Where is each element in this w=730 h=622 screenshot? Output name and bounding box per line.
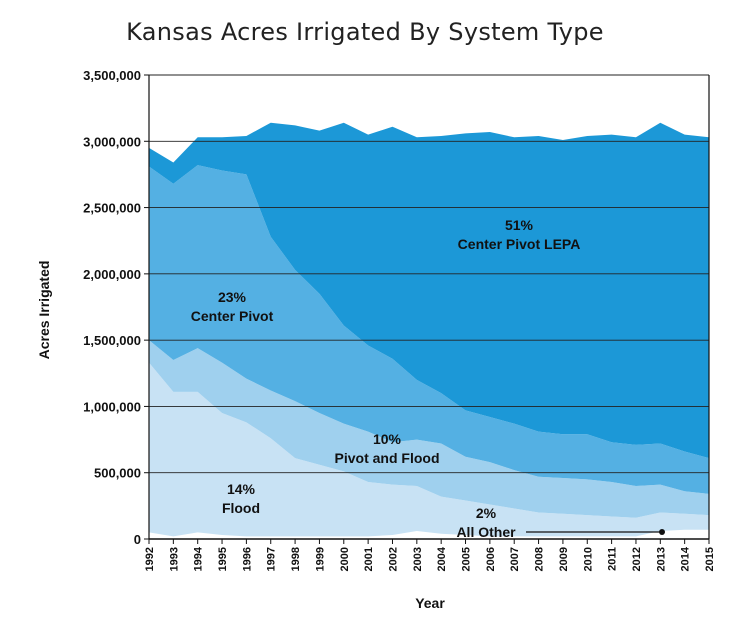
axes [144, 74, 710, 544]
y-tick-label: 2,500,000 [83, 201, 141, 216]
all-other-marker [659, 529, 665, 535]
y-tick-label: 0 [134, 532, 141, 547]
x-tick-label: 2013 [655, 547, 667, 571]
x-tick-label: 1998 [290, 547, 302, 571]
y-tick-label: 3,000,000 [83, 134, 141, 149]
y-tick-label: 1,500,000 [83, 333, 141, 348]
annotation-label: 51% [505, 217, 534, 233]
x-tick-label: 1995 [217, 547, 229, 571]
x-tick-label: 2009 [558, 547, 570, 571]
annotation-label: Center Pivot [191, 308, 274, 324]
x-tick-label: 2011 [607, 547, 619, 571]
y-tick-labels: 0 500,000 1,000,000 1,500,000 2,000,000 2,500… [83, 68, 141, 547]
annotation-label: 10% [373, 431, 402, 447]
x-tick-label: 2002 [387, 547, 399, 571]
x-tick-label: 2012 [631, 547, 643, 571]
annotation-label: 14% [227, 481, 256, 497]
area-layer [149, 122, 709, 539]
annotation-label: Pivot and Flood [335, 450, 440, 466]
x-tick-label: 2004 [436, 546, 448, 571]
x-tick-label: 2006 [485, 547, 497, 571]
annotation-label: 23% [218, 289, 247, 305]
x-tick-labels: 1992 1993 1994 1995 1996 1997 1998 1999 2000 2001… [144, 546, 716, 571]
x-tick-label: 1997 [266, 547, 278, 571]
annotation-label: 2% [476, 505, 497, 521]
annotations: 51% Center Pivot LEPA 23% Center Pivot 10% Pi… [191, 217, 581, 540]
grid-lines [149, 74, 709, 474]
x-tick-label: 1993 [168, 547, 180, 571]
area-center-pivot [149, 165, 709, 494]
area-lepa [149, 122, 709, 459]
area-other [149, 529, 709, 539]
x-tick-label: 1992 [144, 547, 156, 571]
y-tick-label: 500,000 [94, 466, 141, 481]
chart-title: Kansas Acres Irrigated By System Type [126, 18, 604, 46]
x-tick-label: 2014 [680, 546, 692, 571]
annotation-label: Center Pivot LEPA [458, 236, 581, 252]
y-axis-label: Acres Irrigated [36, 261, 52, 360]
x-tick-label: 2000 [339, 547, 351, 571]
x-tick-label: 2003 [412, 547, 424, 571]
annotation-label: All Other [456, 524, 516, 540]
x-tick-label: 1996 [241, 547, 253, 571]
x-tick-label: 2010 [582, 547, 594, 571]
x-tick-label: 1994 [193, 546, 205, 571]
area-flood [149, 362, 709, 537]
x-axis-label: Year [415, 595, 445, 611]
x-tick-label: 2007 [509, 547, 521, 571]
x-tick-label: 2005 [461, 547, 473, 571]
y-tick-label: 3,500,000 [83, 68, 141, 83]
area-pivot-flood [149, 340, 709, 518]
x-tick-label: 1999 [314, 547, 326, 571]
annotation-label: Flood [222, 500, 260, 516]
x-tick-label: 2001 [363, 547, 375, 571]
x-tick-label: 2015 [704, 547, 716, 571]
x-tick-label: 2008 [534, 547, 546, 571]
y-tick-label: 1,000,000 [83, 399, 141, 414]
y-tick-label: 2,000,000 [83, 267, 141, 282]
